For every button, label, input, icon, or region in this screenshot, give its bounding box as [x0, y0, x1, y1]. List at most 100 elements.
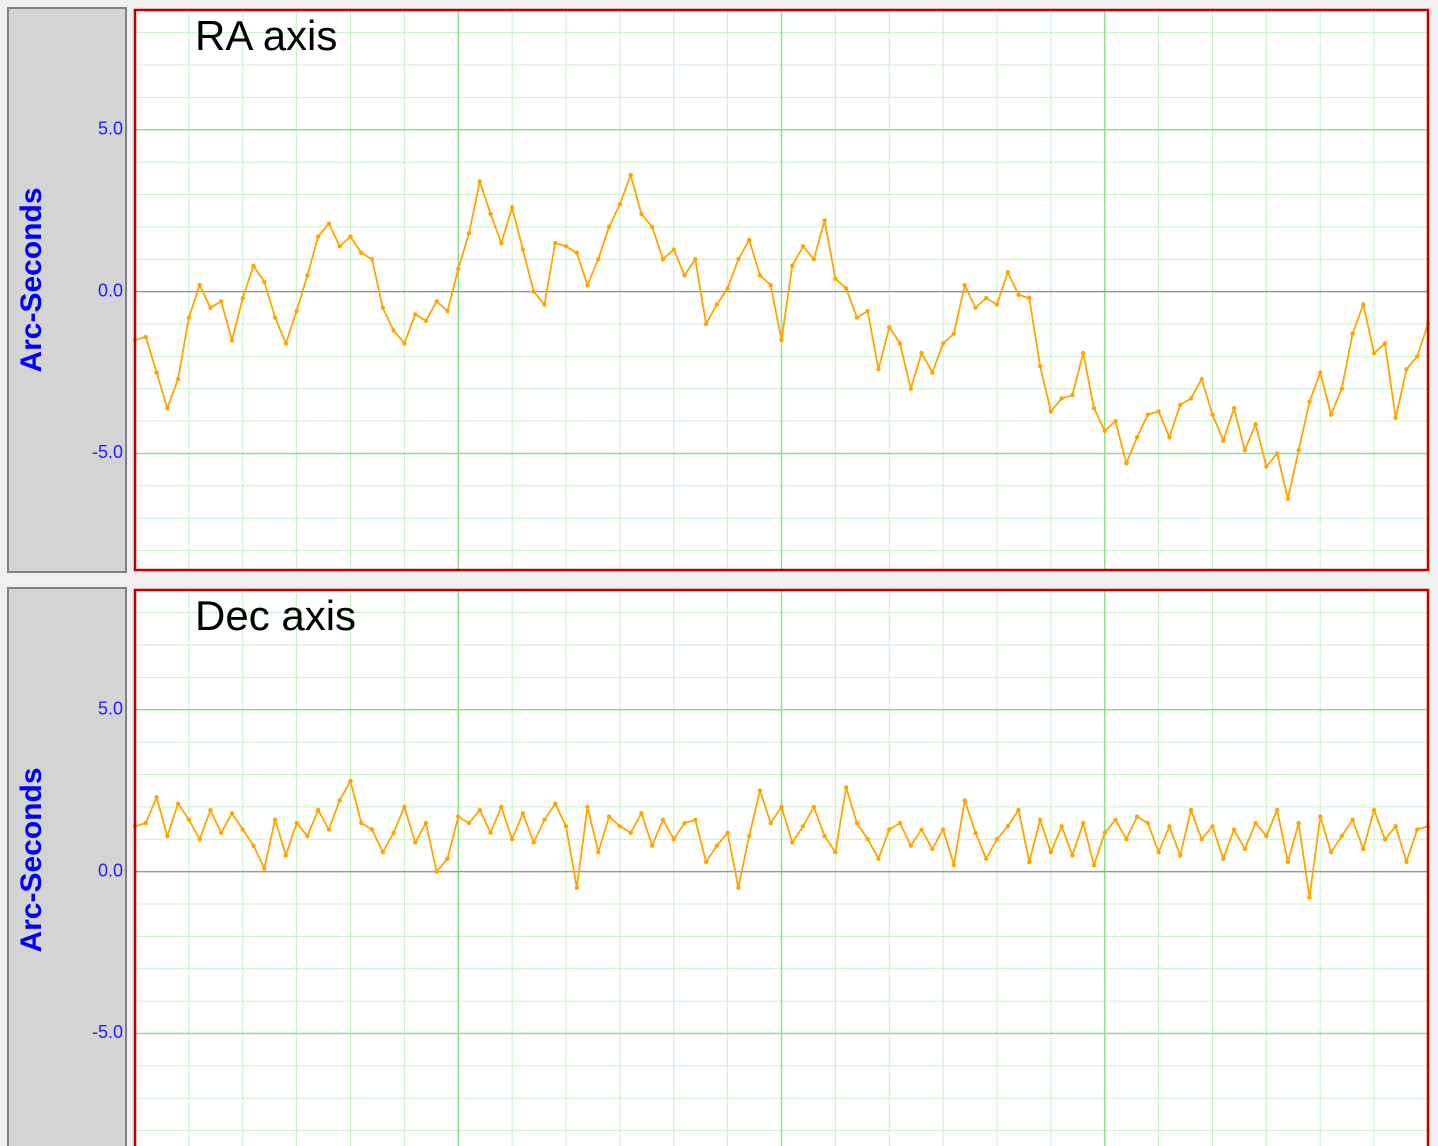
data-point	[337, 244, 342, 249]
data-point	[1167, 824, 1172, 829]
data-point	[617, 824, 623, 829]
data-point	[154, 794, 159, 800]
data-point	[628, 172, 633, 178]
data-point	[596, 849, 601, 855]
data-point	[509, 837, 515, 842]
data-point	[208, 807, 213, 813]
data-point	[154, 370, 159, 375]
data-point	[800, 824, 806, 829]
data-point	[434, 869, 439, 874]
data-point	[865, 308, 870, 314]
data-point	[143, 820, 148, 826]
data-point	[262, 866, 267, 871]
data-point	[240, 295, 245, 301]
data-point	[725, 830, 730, 835]
data-point	[746, 237, 752, 243]
data-point	[639, 811, 644, 816]
data-point	[283, 341, 289, 346]
data-point	[315, 234, 321, 239]
plot-border	[133, 588, 1430, 1146]
data-point	[563, 824, 569, 829]
data-point	[380, 305, 386, 311]
data-point	[973, 830, 978, 835]
data-point	[1081, 820, 1086, 826]
data-point	[488, 830, 493, 835]
data-point	[854, 315, 860, 320]
data-point	[1361, 846, 1366, 852]
data-point	[1393, 415, 1398, 421]
data-point	[1307, 399, 1312, 404]
data-point	[865, 837, 870, 842]
data-point	[391, 328, 396, 333]
data-point	[736, 885, 741, 891]
y-tick-label: 5.0	[98, 119, 123, 139]
data-point	[1005, 269, 1010, 275]
data-point	[746, 833, 752, 839]
data-point	[1199, 376, 1204, 382]
data-point	[973, 305, 978, 311]
data-point	[380, 849, 386, 855]
data-point	[208, 305, 213, 311]
data-point	[843, 286, 849, 291]
data-point	[305, 273, 310, 278]
data-point	[984, 856, 989, 861]
data-point	[143, 334, 148, 340]
data-point	[456, 266, 461, 272]
data-point	[606, 224, 612, 230]
data-point	[477, 807, 482, 813]
data-point	[1339, 833, 1345, 839]
data-point	[574, 885, 579, 891]
data-point	[1307, 895, 1312, 900]
data-point	[714, 302, 720, 307]
data-point	[1318, 814, 1323, 819]
data-point	[940, 827, 946, 832]
data-point	[1328, 849, 1334, 855]
data-point	[1210, 412, 1215, 417]
data-point	[660, 817, 666, 823]
y-tick-label: -5.0	[92, 442, 123, 462]
data-point	[617, 202, 623, 207]
data-point	[326, 827, 332, 832]
data-point	[1328, 412, 1334, 417]
data-point	[229, 337, 235, 343]
data-point	[1091, 405, 1097, 411]
data-point	[1361, 302, 1366, 307]
data-point	[315, 807, 321, 813]
data-point	[294, 308, 299, 314]
data-point	[1350, 817, 1355, 823]
data-point	[488, 211, 493, 217]
data-point	[1274, 451, 1280, 456]
data-point	[1274, 807, 1280, 813]
data-point	[542, 817, 547, 823]
data-point	[897, 820, 903, 826]
data-point	[1059, 824, 1064, 829]
data-point	[1264, 833, 1269, 839]
data-point	[1318, 370, 1323, 375]
data-point	[606, 814, 612, 819]
data-point	[887, 827, 892, 832]
data-point	[1070, 853, 1075, 858]
data-point	[811, 257, 817, 262]
data-point	[509, 205, 515, 210]
data-point	[445, 856, 450, 861]
data-point	[757, 273, 763, 278]
data-point	[1027, 295, 1032, 301]
data-point	[1113, 418, 1118, 424]
data-point	[359, 820, 364, 826]
data-point	[940, 341, 946, 346]
data-point	[402, 804, 407, 810]
data-point	[854, 820, 860, 826]
data-point	[1371, 350, 1377, 356]
data-point	[165, 833, 170, 839]
data-point	[574, 250, 579, 255]
data-point	[1081, 350, 1086, 356]
y-tick-label: 5.0	[98, 699, 123, 719]
data-point	[833, 276, 838, 281]
data-point	[1285, 496, 1291, 501]
data-point	[822, 833, 827, 839]
data-point	[994, 837, 1000, 842]
data-point	[1156, 849, 1161, 855]
data-point	[930, 846, 935, 852]
data-point	[240, 827, 245, 832]
